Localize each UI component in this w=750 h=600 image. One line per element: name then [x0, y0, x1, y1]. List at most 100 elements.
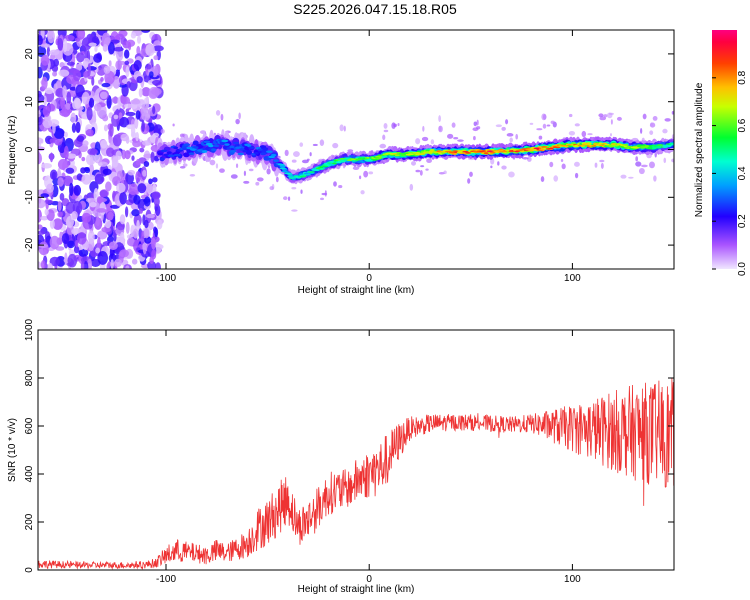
spectral-noise-mark	[88, 97, 95, 108]
spectral-noise-mark	[93, 53, 102, 63]
spectral-noise-mark	[118, 112, 123, 119]
spectral-noise-mark	[130, 131, 137, 139]
spectral-noise-mark	[61, 233, 70, 245]
spectral-noise-mark	[62, 38, 68, 53]
spectral-speck	[283, 196, 288, 201]
spectral-speck	[649, 130, 654, 135]
spectral-noise-mark	[81, 212, 92, 223]
spectral-noise-mark	[99, 190, 108, 198]
spectral-noise-mark	[124, 150, 131, 160]
spectral-noise-mark	[142, 242, 147, 255]
spectral-noise-mark	[81, 37, 92, 51]
spectral-noise-mark	[128, 41, 132, 51]
spectral-speck	[284, 149, 289, 157]
spectral-signal-mark	[656, 144, 664, 146]
spectral-speck	[430, 139, 435, 145]
spectral-signal-mark	[182, 147, 188, 151]
spectral-noise-mark	[96, 208, 107, 213]
spectral-signal-mark	[584, 143, 590, 145]
spectral-noise-mark	[132, 228, 139, 239]
spectral-signal-mark	[279, 167, 286, 170]
spectral-speck	[457, 139, 464, 142]
spectral-noise-mark	[152, 45, 164, 52]
spectral-speck	[256, 177, 264, 182]
spectral-speck	[243, 180, 250, 184]
spectral-speck	[182, 163, 188, 167]
spectral-speck	[610, 119, 613, 125]
spectral-speck	[652, 116, 658, 121]
spectral-signal-mark	[208, 144, 214, 148]
spectral-speck	[383, 129, 389, 133]
x-tick-label: 100	[564, 273, 581, 284]
spectral-speck	[497, 161, 500, 166]
spectrogram-x-label: Height of straight line (km)	[298, 285, 415, 296]
spectral-speck	[220, 113, 224, 121]
spectral-signal-mark	[394, 154, 400, 157]
spectral-signal-mark	[670, 143, 674, 146]
spectral-noise-mark	[108, 253, 117, 263]
spectral-speck	[521, 156, 529, 160]
spectral-noise-mark	[135, 131, 140, 142]
spectral-noise-mark	[125, 111, 136, 117]
spectral-speck	[238, 112, 241, 120]
spectral-noise-mark	[81, 174, 92, 185]
spectral-speck	[574, 123, 580, 127]
spectral-noise-mark	[67, 240, 75, 249]
spectral-noise-mark	[94, 46, 98, 52]
spectral-noise-mark	[125, 136, 130, 144]
spectral-noise-mark	[69, 182, 74, 197]
spectral-noise-mark	[76, 232, 87, 245]
spectral-speck	[358, 175, 362, 180]
spectral-speck	[598, 113, 604, 118]
spectral-speck	[501, 126, 506, 131]
spectral-signal-mark	[203, 140, 211, 144]
x-tick-label: -100	[156, 273, 176, 284]
spectral-noise-mark	[152, 177, 158, 183]
colorbar-label: Normalized spectral amplitude	[694, 82, 705, 217]
spectral-signal-mark	[355, 158, 362, 161]
spectral-noise-mark	[145, 183, 153, 194]
spectral-noise-mark	[40, 54, 50, 66]
spectral-speck	[300, 189, 303, 194]
spectral-noise-mark	[57, 200, 62, 212]
spectral-speck	[476, 119, 479, 126]
spectral-speck	[338, 184, 343, 189]
spectral-speck	[574, 172, 579, 179]
spectral-speck	[574, 161, 580, 167]
spectral-signal-mark	[322, 165, 329, 168]
spectral-speck	[368, 171, 374, 175]
spectral-noise-mark	[142, 169, 147, 177]
spectral-noise-mark	[57, 38, 64, 51]
spectral-noise-mark	[49, 256, 60, 267]
spectral-speck	[490, 165, 493, 169]
spectral-speck	[635, 156, 639, 162]
spectral-noise-mark	[75, 239, 79, 248]
spectral-signal-mark	[287, 175, 293, 178]
colorbar-tick-label: 0.4	[737, 166, 748, 180]
spectral-noise-mark	[150, 87, 162, 96]
spectral-signal-mark	[652, 145, 659, 147]
spectral-noise-mark	[113, 114, 119, 120]
spectral-speck	[594, 162, 598, 168]
spectral-speck	[243, 170, 247, 177]
spectral-noise-mark	[136, 45, 141, 56]
spectral-noise-mark	[63, 131, 68, 138]
spectral-noise-mark	[156, 219, 163, 230]
spectral-noise-mark	[119, 191, 127, 205]
spectral-noise-mark	[145, 43, 155, 57]
spectral-noise-mark	[141, 112, 151, 121]
y-tick-label: 10	[24, 96, 35, 108]
spectral-noise-mark	[49, 138, 56, 144]
spectral-speck	[287, 196, 291, 201]
spectral-noise-mark	[125, 221, 130, 234]
spectral-signal-mark	[621, 143, 629, 146]
snr-plot-area	[38, 330, 674, 570]
spectral-speck	[599, 159, 605, 163]
spectral-signal-mark	[328, 160, 335, 163]
colorbar-tick-label: 0.6	[737, 118, 748, 132]
spectral-noise-mark	[115, 150, 122, 160]
spectral-noise-mark	[141, 87, 151, 97]
snr-x-label: Height of straight line (km)	[298, 584, 415, 595]
spectral-speck	[352, 166, 360, 170]
